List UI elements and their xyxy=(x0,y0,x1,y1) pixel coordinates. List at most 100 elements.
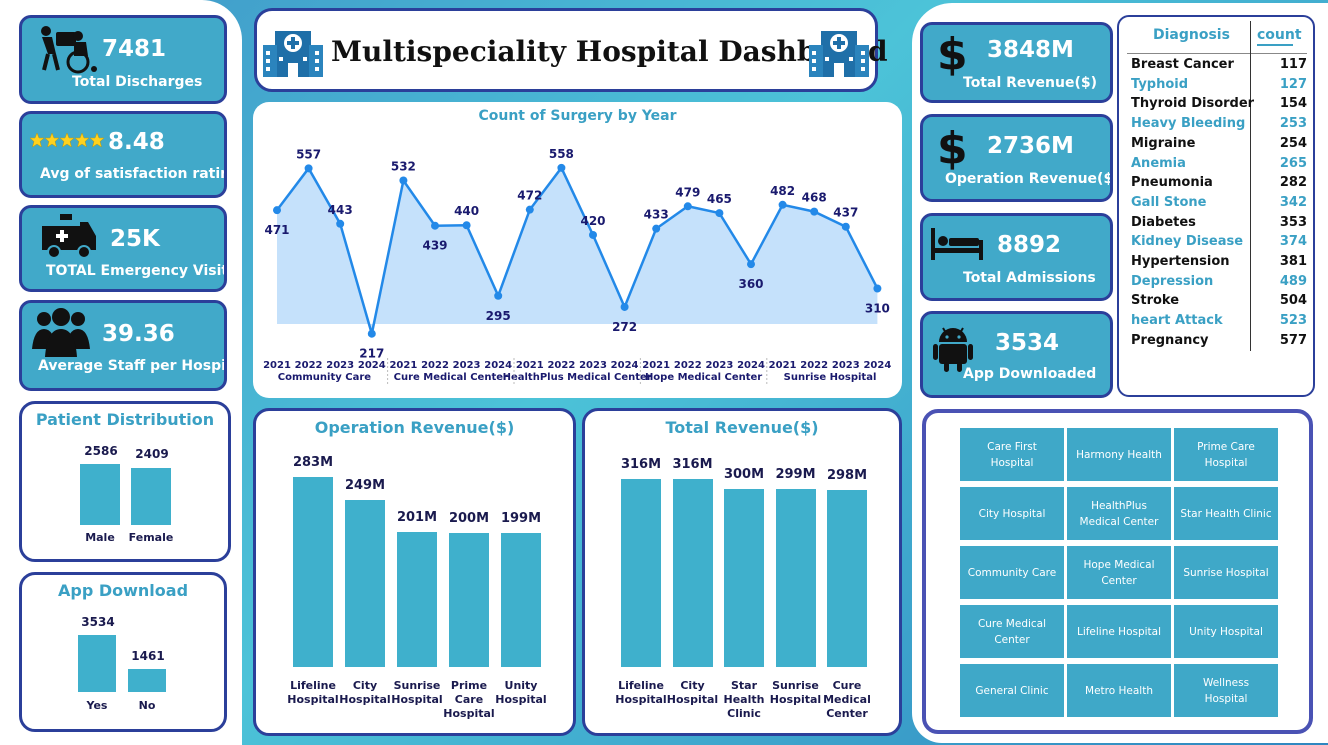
table-row[interactable]: Stroke 504 xyxy=(1131,293,1307,313)
data-point[interactable] xyxy=(304,164,313,173)
data-point[interactable] xyxy=(747,260,755,269)
diagnosis-name: Gall Stone xyxy=(1131,194,1207,210)
revenue-bar[interactable] xyxy=(827,489,867,667)
revenue-bar[interactable] xyxy=(621,479,661,667)
data-point[interactable] xyxy=(652,224,661,233)
revenue-bar[interactable] xyxy=(672,479,713,667)
data-point[interactable] xyxy=(778,200,787,209)
column-header-count[interactable]: count xyxy=(1257,27,1302,43)
kpi-total-admissions[interactable]: 8892 Total Admissions xyxy=(920,213,1113,301)
data-point[interactable] xyxy=(399,176,408,185)
chart-title: Count of Surgery by Year xyxy=(478,108,677,124)
data-point[interactable] xyxy=(494,291,503,300)
bar-category-label: City Hospital xyxy=(339,679,391,706)
bar-category-label: Cure Medical Center xyxy=(823,679,871,720)
surgery-area-chart[interactable]: 4712021557202244320232172024532202143920… xyxy=(253,102,902,398)
revenue-bar[interactable] xyxy=(345,499,385,667)
table-row[interactable]: Kidney Disease 374 xyxy=(1131,234,1307,254)
surgery-line xyxy=(276,165,879,335)
diagnosis-count: 381 xyxy=(1279,254,1307,269)
hospital-tile[interactable]: Community Care xyxy=(960,546,1064,599)
bar-value-female: 2409 xyxy=(135,447,169,461)
kpi-emergency-visits[interactable]: 25K TOTAL Emergency Visits xyxy=(19,205,227,292)
revenue-bar[interactable] xyxy=(775,489,816,667)
table-row[interactable]: Pregnancy 577 xyxy=(1131,333,1307,353)
kpi-value: 39.36 xyxy=(102,321,175,347)
revenue-bar[interactable] xyxy=(724,488,764,667)
hospital-tile[interactable]: Care First Hospital xyxy=(960,428,1064,481)
kpi-total-revenue[interactable]: $ 3848M Total Revenue($) xyxy=(920,22,1113,103)
kpi-total-discharges[interactable]: 7481 Total Discharges xyxy=(19,15,227,104)
kpi-operation-revenue[interactable]: $ 2736M Operation Revenue($) xyxy=(920,114,1113,202)
hospital-tile[interactable]: Cure Medical Center xyxy=(960,605,1064,658)
revenue-bar[interactable] xyxy=(397,532,437,667)
diagnosis-name: Heavy Bleeding xyxy=(1131,116,1246,132)
hospital-tile[interactable]: Sunrise Hospital xyxy=(1174,546,1278,599)
table-row[interactable]: Pneumonia 282 xyxy=(1131,175,1307,195)
data-point[interactable] xyxy=(273,206,281,215)
group-tick-label: Hope Medical Center xyxy=(645,372,762,383)
kpi-value: 3848M xyxy=(987,37,1074,63)
year-tick-label: 2024 xyxy=(611,360,639,371)
bar-value-label: 199M xyxy=(500,511,542,527)
column-header-diagnosis[interactable]: Diagnosis xyxy=(1153,27,1230,43)
bar-category-label: Unity Hospital xyxy=(495,679,547,706)
table-row[interactable]: Thyroid Disorder 154 xyxy=(1131,96,1307,116)
data-point[interactable] xyxy=(873,284,882,293)
data-point[interactable] xyxy=(683,202,692,211)
table-row[interactable]: heart Attack 523 xyxy=(1131,313,1307,333)
diagnosis-count: 504 xyxy=(1279,293,1307,309)
hospital-tile[interactable]: Prime Care Hospital xyxy=(1174,428,1278,481)
data-point[interactable] xyxy=(462,221,471,230)
table-row[interactable]: Diabetes 353 xyxy=(1131,215,1307,235)
revenue-bar[interactable] xyxy=(449,532,489,667)
revenue-bar[interactable] xyxy=(501,533,541,667)
bar-male[interactable] xyxy=(80,464,120,525)
hospital-tile[interactable]: Hope Medical Center xyxy=(1067,546,1171,599)
hospital-tile[interactable]: Unity Hospital xyxy=(1174,605,1278,658)
table-row[interactable]: Gall Stone 342 xyxy=(1131,195,1307,215)
data-point[interactable] xyxy=(589,230,597,239)
revenue-bar[interactable] xyxy=(293,477,333,667)
table-row[interactable]: Typhoid 127 xyxy=(1131,77,1307,97)
data-label: 443 xyxy=(328,203,353,217)
kpi-app-downloaded[interactable]: 3534 App Downloaded xyxy=(920,311,1113,398)
kpi-value: 8892 xyxy=(997,232,1062,258)
kpi-average-staff[interactable]: 39.36 Average Staff per Hospital xyxy=(19,300,227,391)
year-tick-label: 2024 xyxy=(358,360,386,371)
hospital-tile[interactable]: Metro Health xyxy=(1067,664,1171,717)
table-row[interactable]: Breast Cancer 117 xyxy=(1131,57,1307,77)
data-label: 472 xyxy=(517,189,542,203)
hospital-tile[interactable]: Star Health Clinic xyxy=(1174,487,1278,540)
data-point[interactable] xyxy=(336,219,345,228)
staff-group-icon xyxy=(30,305,92,361)
hospital-tile[interactable]: Lifeline Hospital xyxy=(1067,605,1171,658)
bar-value-male: 2586 xyxy=(84,444,118,458)
bar-value-label: 299M xyxy=(775,467,816,483)
data-point[interactable] xyxy=(841,222,850,231)
hospital-tile[interactable]: Wellness Hospital xyxy=(1174,664,1278,717)
bar-category-label: Star Health Clinic xyxy=(723,679,765,720)
bar-yes[interactable] xyxy=(78,635,116,692)
hospital-tile[interactable]: City Hospital xyxy=(960,487,1064,540)
table-row[interactable]: Depression 489 xyxy=(1131,274,1307,294)
bar-value-label: 249M xyxy=(344,477,386,493)
data-point[interactable] xyxy=(810,207,819,216)
bar-female[interactable] xyxy=(131,468,171,525)
data-point[interactable] xyxy=(367,329,376,338)
data-point[interactable] xyxy=(715,209,724,218)
hospital-tile[interactable]: General Clinic xyxy=(960,664,1064,717)
table-row[interactable]: Anemia 265 xyxy=(1131,156,1307,176)
data-point[interactable] xyxy=(557,163,566,172)
group-tick-label: Sunrise Hospital xyxy=(784,372,877,383)
data-point[interactable] xyxy=(431,221,439,230)
table-row[interactable]: Hypertension 381 xyxy=(1131,254,1307,274)
hospital-tile[interactable]: Harmony Health xyxy=(1067,428,1171,481)
data-point[interactable] xyxy=(525,205,534,214)
data-point[interactable] xyxy=(620,302,629,311)
table-row[interactable]: Migraine 254 xyxy=(1131,136,1307,156)
kpi-satisfaction[interactable]: 8.48 Avg of satisfaction rating xyxy=(19,111,227,198)
bar-no[interactable] xyxy=(128,669,166,692)
hospital-tile[interactable]: HealthPlus Medical Center xyxy=(1067,487,1171,540)
table-row[interactable]: Heavy Bleeding 253 xyxy=(1131,116,1307,136)
